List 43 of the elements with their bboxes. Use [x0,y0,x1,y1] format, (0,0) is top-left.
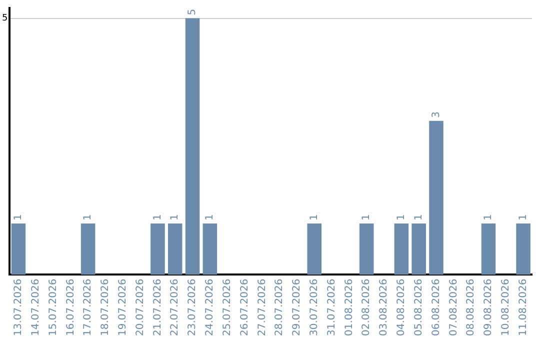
data-label: 1 [170,214,181,220]
x-tick-label: 13.07.2026 [13,278,24,336]
data-label: 1 [152,214,164,220]
x-tick-label: 02.08.2026 [361,278,372,336]
x-tick-label: 06.08.2026 [430,278,442,336]
x-tick-label: 08.08.2026 [466,278,477,336]
data-label: 1 [483,214,494,220]
data-label: 1 [308,214,320,220]
data-label: 1 [204,214,216,220]
data-label: 1 [361,214,372,220]
x-tick-label: 27.07.2026 [256,278,268,336]
x-tick-label: 19.07.2026 [117,278,128,336]
data-label: 5 [187,8,198,16]
data-label: 1 [82,214,94,220]
x-tick-label: 15.07.2026 [48,278,59,336]
x-tick-label: 31.07.2026 [326,278,338,336]
x-tick-label: 24.07.2026 [204,278,216,336]
x-tick-label: 10.08.2026 [500,278,512,336]
data-label: 1 [396,214,408,220]
x-tick-label: 25.07.2026 [222,278,233,336]
x-tick-label: 01.08.2026 [344,278,355,336]
x-tick-label: 11.08.2026 [518,278,529,336]
x-tick-label: 14.07.2026 [30,278,42,336]
x-tick-label: 05.08.2026 [413,278,424,336]
x-tick-label: 29.07.2026 [292,278,303,336]
data-label: 1 [413,214,424,220]
x-tick-label: 23.07.2026 [187,278,198,336]
x-tick-label: 18.07.2026 [100,278,112,336]
x-tick-label: 28.07.2026 [274,278,286,336]
x-tick-label: 03.08.2026 [378,278,390,336]
x-tick-label: 17.07.2026 [82,278,94,336]
x-tick-label: 26.07.2026 [239,278,250,336]
data-label: 3 [430,111,442,118]
data-label: 1 [13,214,24,220]
x-tick-label: 20.07.2026 [134,278,146,336]
x-tick-label: 16.07.2026 [65,278,76,336]
x-tick-label: 04.08.2026 [396,278,408,336]
data-label: 1 [518,214,529,220]
x-tick-label: 22.07.2026 [170,278,181,336]
x-tick-label: 30.07.2026 [308,278,320,336]
x-tick-label: 07.08.2026 [448,278,460,336]
x-tick-label: 09.08.2026 [483,278,494,336]
x-tick-label: 21.07.2026 [152,278,164,336]
